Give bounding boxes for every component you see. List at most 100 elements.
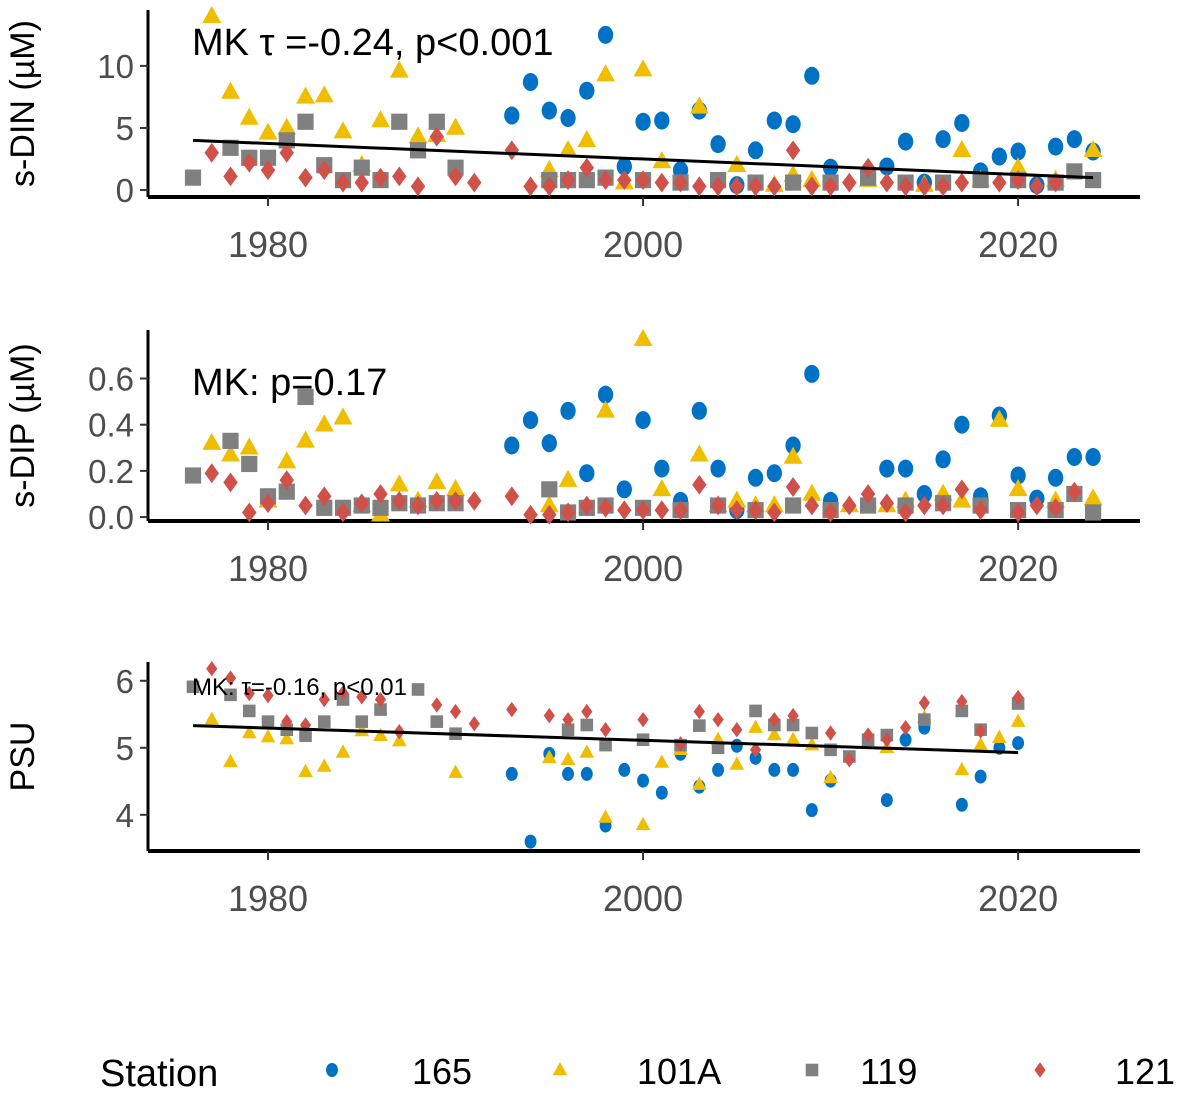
data-point-101A — [446, 479, 465, 497]
data-point-119 — [430, 715, 444, 728]
data-point-101A — [298, 763, 313, 778]
data-point-101A — [314, 85, 334, 103]
data-point-101A — [427, 472, 447, 490]
y-tick-label: 0.6 — [88, 361, 134, 398]
data-point-121 — [373, 167, 388, 188]
data-point-101A — [316, 758, 332, 772]
data-point-119 — [1085, 172, 1102, 189]
data-point-119 — [259, 149, 277, 166]
data-point-121 — [281, 713, 293, 730]
data-point-165 — [747, 468, 764, 487]
data-point-101A — [354, 722, 370, 737]
data-point-119 — [918, 713, 931, 726]
data-point-165 — [1012, 736, 1025, 751]
data-point-119 — [297, 388, 314, 406]
data-point-121 — [898, 502, 913, 523]
data-point-101A — [654, 754, 670, 768]
data-point-165 — [955, 797, 968, 812]
data-point-101A — [277, 451, 297, 469]
data-point-101A — [333, 407, 353, 425]
data-point-121 — [374, 691, 387, 708]
data-point-119 — [184, 467, 202, 484]
data-point-165 — [954, 415, 970, 434]
data-point-165 — [974, 769, 987, 784]
mk-annotation: MK: p=0.17 — [192, 362, 387, 404]
data-point-121 — [617, 170, 632, 191]
data-point-121 — [260, 493, 276, 514]
data-point-119 — [580, 718, 594, 732]
data-point-121 — [956, 693, 968, 710]
legend-key-101A — [552, 1061, 568, 1076]
data-point-121 — [692, 176, 707, 197]
data-point-165 — [1066, 448, 1083, 467]
data-point-121 — [223, 472, 238, 493]
data-point-165 — [805, 803, 818, 818]
data-point-119 — [859, 497, 877, 514]
data-point-119 — [316, 499, 333, 516]
data-point-165 — [1010, 142, 1026, 161]
data-point-119 — [372, 499, 389, 516]
legend-label-121: 121 — [1115, 1051, 1175, 1092]
series-121 — [204, 126, 1063, 197]
data-point-101A — [952, 139, 972, 158]
data-point-121 — [804, 176, 820, 197]
y-tick-label: 6 — [116, 663, 134, 700]
data-point-121 — [260, 160, 276, 181]
data-point-101A — [729, 756, 745, 770]
data-point-121 — [581, 703, 593, 720]
data-point-121 — [710, 176, 726, 197]
data-point-165 — [785, 436, 801, 455]
data-point-121 — [635, 170, 651, 191]
y-tick-label: 5 — [116, 110, 134, 147]
data-point-119 — [278, 483, 295, 500]
data-point-165 — [597, 25, 614, 44]
data-point-119 — [599, 738, 612, 752]
data-point-101A — [802, 483, 822, 501]
mk-annotation: MK τ =-0.24, p<0.001 — [192, 22, 553, 64]
data-point-119 — [749, 704, 762, 718]
data-point-101A — [785, 731, 801, 745]
data-point-121 — [860, 484, 876, 504]
data-point-165 — [804, 66, 820, 85]
data-point-121 — [223, 166, 238, 187]
data-point-101A — [596, 64, 616, 82]
data-point-101A — [202, 5, 222, 23]
data-point-121 — [410, 495, 426, 516]
data-point-121 — [298, 495, 313, 516]
data-point-121 — [1029, 495, 1045, 516]
data-point-165 — [712, 762, 725, 777]
data-point-165 — [579, 81, 595, 100]
data-point-165 — [504, 436, 520, 455]
data-point-121 — [598, 497, 613, 518]
trend-line — [192, 138, 1094, 180]
x-tick-label: 2020 — [978, 224, 1058, 265]
data-point-121 — [242, 152, 257, 173]
data-point-121 — [935, 495, 951, 516]
mk-annotation: MK: τ=-0.16, p<0.01 — [192, 674, 407, 701]
data-point-119 — [299, 729, 312, 743]
data-point-121 — [318, 691, 330, 708]
legend-label-101a: 101A — [637, 1051, 721, 1092]
data-point-121 — [975, 723, 987, 739]
data-point-101A — [633, 59, 653, 77]
y-axis-label: s-DIP (µM) — [4, 343, 42, 507]
data-point-165 — [580, 766, 593, 781]
data-point-121 — [317, 486, 332, 507]
x-tick-label: 1980 — [228, 878, 308, 919]
data-point-165 — [897, 459, 914, 478]
data-point-101A — [202, 432, 222, 450]
data-point-121 — [1048, 497, 1063, 518]
data-point-101A — [389, 474, 409, 492]
data-point-101A — [577, 130, 597, 148]
data-point-121 — [881, 732, 893, 748]
data-point-121 — [1067, 481, 1082, 502]
data-point-121 — [787, 707, 799, 724]
data-point-165 — [560, 109, 576, 128]
data-point-101A — [279, 731, 295, 745]
data-point-101A — [1008, 157, 1028, 175]
data-point-121 — [335, 172, 351, 193]
data-point-119 — [391, 113, 408, 130]
data-point-121 — [767, 176, 782, 197]
data-point-119 — [261, 715, 275, 728]
data-point-101A — [296, 86, 315, 104]
